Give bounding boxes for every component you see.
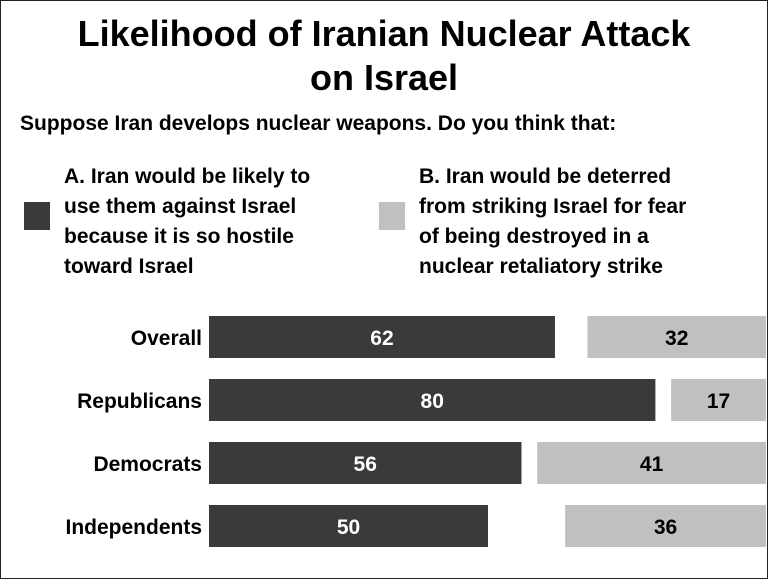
category-label: Democrats [93,453,202,476]
bar-a-value-label: 80 [421,390,444,413]
bar-b [565,505,766,547]
chart-title-line-1: Likelihood of Iranian Nuclear Attack [77,13,691,54]
legend-swatch-a [24,202,50,230]
chart-subtitle: Suppose Iran develops nuclear weapons. D… [20,112,617,135]
bar-b-value-label: 32 [665,327,688,350]
bar-a-value-label: 56 [354,453,377,476]
legend-b-line-1: B. Iran would be deterred [419,165,672,188]
category-label: Independents [65,516,202,539]
bar-b [537,442,766,484]
bar-b-value-label: 41 [640,453,664,476]
legend-a-line-2: use them against Israel [64,195,297,218]
bar-a-value-label: 50 [337,516,360,539]
chart-title-line-2: on Israel [309,57,459,98]
bar-a [209,442,522,484]
category-label: Republicans [77,390,202,413]
bar-b [587,316,766,358]
bar-a [209,505,488,547]
legend-b-line-2: from striking Israel for fear [419,195,687,218]
legend-a-line-4: toward Israel [64,255,194,278]
legend-label-b: B. Iran would be deterred from striking … [419,162,686,282]
bar-b-value-label: 17 [707,390,730,413]
bar-a-value-label: 62 [370,327,393,350]
legend-a-line-3: because it is so hostile [64,225,294,248]
category-label: Overall [131,327,202,350]
legend-b-line-3: of being destroyed in a [419,225,649,248]
legend-label-a: A. Iran would be likely to use them agai… [64,162,310,282]
bar-b [671,379,766,421]
legend-a-line-1: A. Iran would be likely to [64,165,311,188]
legend-swatch-b [379,202,405,230]
legend-b-line-4: nuclear retaliatory strike [419,255,663,278]
bar-b-value-label: 36 [654,516,677,539]
bar-a [209,316,555,358]
bar-a [209,379,656,421]
